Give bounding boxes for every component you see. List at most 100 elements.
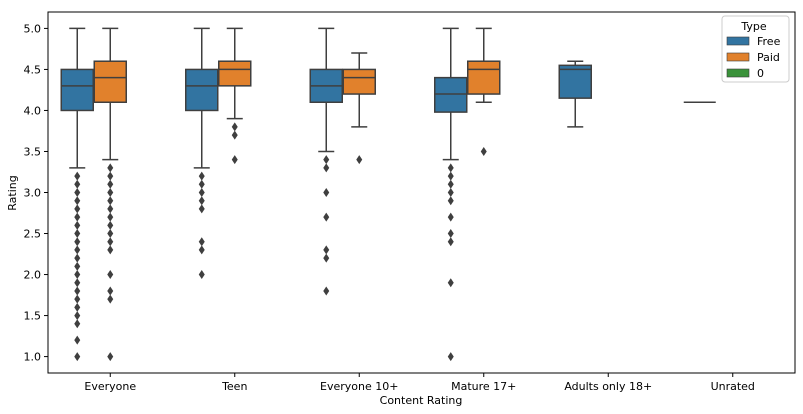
outlier-point bbox=[74, 245, 81, 255]
x-axis-label: Content Rating bbox=[380, 394, 463, 407]
x-tick-label: Unrated bbox=[711, 380, 755, 393]
legend-title: Type bbox=[740, 20, 766, 33]
outlier-point bbox=[107, 171, 114, 181]
outlier-point bbox=[447, 196, 454, 206]
outlier-point bbox=[74, 220, 81, 230]
outlier-point bbox=[107, 196, 114, 206]
x-tick-label: Adults only 18+ bbox=[564, 380, 652, 393]
box-body bbox=[558, 64, 592, 99]
outlier-point bbox=[74, 196, 81, 206]
outlier-point bbox=[198, 237, 205, 247]
outlier-point bbox=[447, 188, 454, 197]
box-paid-everyone-10- bbox=[342, 52, 376, 165]
outlier-point bbox=[356, 155, 363, 165]
box-body bbox=[93, 60, 127, 103]
outlier-point bbox=[74, 253, 81, 263]
y-tick-label: 3.5 bbox=[24, 145, 42, 158]
outlier-point bbox=[231, 155, 238, 165]
legend-swatch-0 bbox=[726, 68, 750, 78]
outlier-point bbox=[447, 171, 454, 181]
legend-label-0: 0 bbox=[757, 67, 764, 80]
outlier-point bbox=[74, 335, 81, 345]
x-tick-label: Everyone 10+ bbox=[320, 380, 398, 393]
y-tick-label: 2.5 bbox=[24, 228, 42, 241]
y-axis-label: Rating bbox=[6, 175, 19, 210]
box-body bbox=[60, 68, 94, 112]
outlier-point bbox=[74, 319, 81, 329]
outlier-point bbox=[447, 163, 454, 173]
outlier-point bbox=[74, 302, 81, 312]
x-tick-label: Mature 17+ bbox=[451, 380, 516, 393]
outlier-point bbox=[323, 163, 330, 173]
outlier-point bbox=[74, 179, 81, 189]
outlier-point bbox=[323, 253, 330, 263]
outlier-point bbox=[107, 220, 114, 230]
box-free-everyone-10- bbox=[309, 27, 343, 296]
outlier-point bbox=[323, 188, 330, 197]
box-paid-teen bbox=[218, 27, 252, 165]
box-paid-mature-17- bbox=[467, 27, 501, 156]
x-tick-label: Everyone bbox=[84, 380, 136, 393]
outlier-point bbox=[107, 237, 114, 247]
y-tick-label: 2.0 bbox=[24, 269, 42, 282]
box-body bbox=[342, 68, 376, 95]
y-tick-label: 1.5 bbox=[24, 310, 42, 323]
outlier-point bbox=[107, 204, 114, 214]
legend: Type Free Paid 0 bbox=[721, 15, 790, 83]
outlier-point bbox=[198, 204, 205, 214]
outlier-point bbox=[323, 155, 330, 165]
legend-label-paid: Paid bbox=[757, 51, 780, 64]
x-tick-label: Teen bbox=[221, 380, 247, 393]
outlier-point bbox=[107, 294, 114, 304]
outlier-point bbox=[107, 270, 114, 280]
box-free-adults-only-18- bbox=[558, 60, 592, 128]
outlier-point bbox=[74, 278, 81, 288]
outlier-point bbox=[74, 229, 81, 239]
box-free-mature-17- bbox=[434, 27, 468, 362]
outlier-point bbox=[107, 212, 114, 222]
outlier-point bbox=[480, 146, 487, 156]
outlier-point bbox=[107, 286, 114, 296]
outlier-point bbox=[447, 229, 454, 239]
outlier-point bbox=[231, 122, 238, 132]
outlier-point bbox=[74, 261, 81, 271]
chart-marks bbox=[60, 27, 716, 362]
outlier-point bbox=[74, 212, 81, 222]
box-body bbox=[185, 68, 219, 112]
legend-swatch-free bbox=[726, 36, 750, 46]
box-paid-everyone bbox=[93, 27, 127, 362]
outlier-point bbox=[447, 352, 454, 362]
box-body bbox=[467, 60, 501, 95]
outlier-point bbox=[107, 245, 114, 255]
outlier-point bbox=[447, 179, 454, 189]
outlier-point bbox=[323, 245, 330, 255]
box-body bbox=[218, 60, 252, 87]
outlier-point bbox=[447, 237, 454, 247]
outlier-point bbox=[198, 245, 205, 255]
box-free-teen bbox=[185, 27, 219, 280]
outlier-point bbox=[231, 130, 238, 140]
y-tick-label: 3.0 bbox=[24, 187, 42, 200]
outlier-point bbox=[74, 171, 81, 181]
box-free-everyone bbox=[60, 27, 94, 362]
outlier-point bbox=[74, 311, 81, 321]
outlier-point bbox=[198, 270, 205, 280]
outlier-point bbox=[447, 278, 454, 288]
legend-label-free: Free bbox=[757, 35, 781, 48]
outlier-point bbox=[198, 188, 205, 197]
outlier-point bbox=[107, 163, 114, 173]
outlier-point bbox=[198, 171, 205, 181]
outlier-point bbox=[107, 352, 114, 362]
y-tick-label: 1.0 bbox=[24, 351, 42, 364]
outlier-point bbox=[107, 188, 114, 197]
legend-frame bbox=[721, 15, 790, 83]
outlier-point bbox=[74, 352, 81, 362]
outlier-point bbox=[74, 286, 81, 296]
outlier-point bbox=[323, 212, 330, 222]
outlier-point bbox=[198, 179, 205, 189]
outlier-point bbox=[107, 179, 114, 189]
outlier-point bbox=[74, 270, 81, 280]
y-axis: 1.0 1.5 2.0 2.5 3.0 3.5 4.0 4.5 5.0 bbox=[24, 22, 48, 364]
x-axis: Everyone Teen Everyone 10+ Mature 17+ Adults… bbox=[84, 373, 755, 393]
